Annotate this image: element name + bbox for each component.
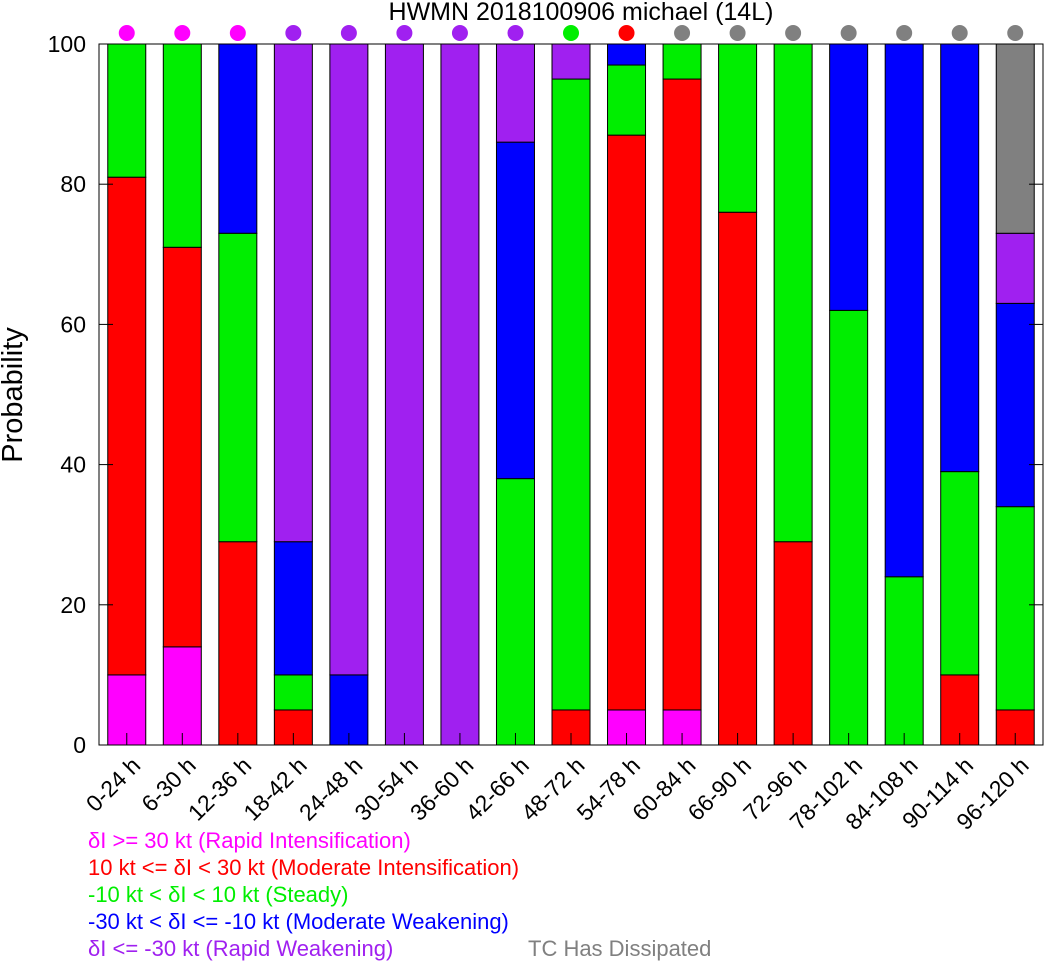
category-dot <box>507 25 524 41</box>
category-dot <box>340 25 357 41</box>
bar-segment-rw <box>495 43 535 143</box>
category-dot <box>285 25 302 41</box>
x-tick-label: 0-24 h <box>81 752 146 817</box>
bar-segment-rw <box>551 43 591 80</box>
bar-segment-st <box>995 506 1035 711</box>
category-dot <box>174 25 191 41</box>
y-tick-label: 40 <box>60 452 86 478</box>
bar-segment-st <box>718 43 758 213</box>
category-dot <box>396 25 413 41</box>
bar-segment-st <box>940 471 980 676</box>
bar-segment-mi <box>718 211 758 746</box>
bar-segment-st <box>829 309 869 746</box>
y-tick-label: 80 <box>60 171 86 197</box>
bar-segment-st <box>662 43 702 80</box>
category-dot <box>618 25 635 41</box>
bar-segment-rw <box>329 43 369 676</box>
y-axis-label: Probability <box>0 327 29 463</box>
bar-segment-st <box>107 43 147 178</box>
category-dot <box>729 25 746 41</box>
bar-segment-st <box>218 232 258 543</box>
category-dot <box>1007 25 1024 41</box>
bar-segment-rw <box>440 43 480 746</box>
bar-segment-st <box>773 43 813 543</box>
bar-segment-st <box>495 478 535 746</box>
category-dot <box>840 25 857 41</box>
bar-segment-st <box>607 64 647 136</box>
category-dot <box>896 25 913 41</box>
bar-segment-rw <box>995 232 1035 304</box>
y-tick-label: 100 <box>48 31 86 57</box>
bar-segment-mi <box>162 246 202 648</box>
bar-segment-mw <box>995 302 1035 508</box>
y-tick-label: 60 <box>60 311 86 337</box>
bar-segment-mw <box>495 141 535 480</box>
category-dot <box>674 25 691 41</box>
bars-group <box>107 43 1035 746</box>
bar-segment-mw <box>273 541 313 676</box>
y-tick-label: 20 <box>60 592 86 618</box>
bar-segment-st <box>884 576 924 746</box>
category-dot <box>785 25 802 41</box>
bar-segment-mi <box>607 134 647 711</box>
category-dots <box>118 25 1024 41</box>
bar-segment-dis <box>995 43 1035 234</box>
bar-segment-st <box>551 78 591 711</box>
y-tick-label: 0 <box>73 732 86 758</box>
bar-segment-mw <box>218 43 258 234</box>
bar-segment-mw <box>607 43 647 66</box>
bar-segment-mw <box>884 43 924 578</box>
category-dot <box>229 25 246 41</box>
category-dot <box>451 25 468 41</box>
bar-segment-mi <box>662 78 702 711</box>
bar-segment-rw <box>384 43 424 746</box>
bar-segment-mi <box>107 176 147 676</box>
bar-segment-st <box>162 43 202 248</box>
bar-segment-st <box>273 674 313 711</box>
category-dot <box>118 25 135 41</box>
bar-segment-rw <box>273 43 313 543</box>
bar-segment-mw <box>940 43 980 473</box>
category-dot <box>951 25 968 41</box>
bar-segment-ri <box>162 646 202 746</box>
category-dot <box>563 25 579 41</box>
bar-segment-mi <box>773 541 813 746</box>
chart-title: HWMN 2018100906 michael (14L) <box>389 0 774 26</box>
bar-segment-mw <box>829 43 869 311</box>
bar-segment-mi <box>218 541 258 746</box>
